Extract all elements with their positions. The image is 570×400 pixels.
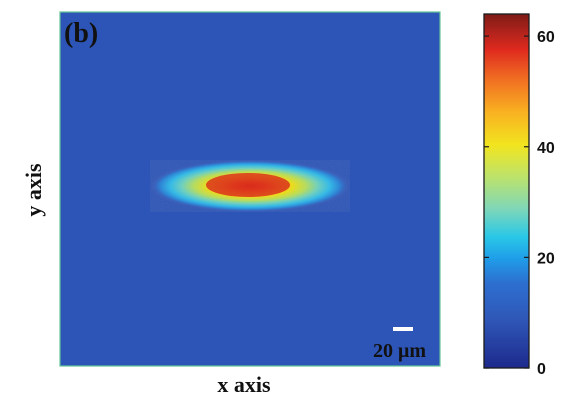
x-axis-label: x axis xyxy=(217,372,271,397)
colorbar-tick-label: 0 xyxy=(537,361,546,378)
colorbar-tick-label: 60 xyxy=(537,29,555,46)
heatmap-plot-area: (b) 20 μm xyxy=(59,11,441,367)
colorbar: 0 20 40 60 xyxy=(483,13,555,378)
scale-bar-label: 20 μm xyxy=(373,340,426,362)
colorbar-tick-label: 20 xyxy=(537,250,555,267)
colorbar-ticks: 0 20 40 60 xyxy=(484,29,555,378)
y-axis-label: y axis xyxy=(21,163,46,217)
colorbar-gradient xyxy=(483,13,530,369)
scale-bar: 20 μm xyxy=(373,327,426,362)
scale-bar-line xyxy=(393,327,413,331)
colorbar-tick-label: 40 xyxy=(537,140,555,157)
heatmap-spot-core xyxy=(206,173,290,197)
panel-label: (b) xyxy=(64,18,98,49)
